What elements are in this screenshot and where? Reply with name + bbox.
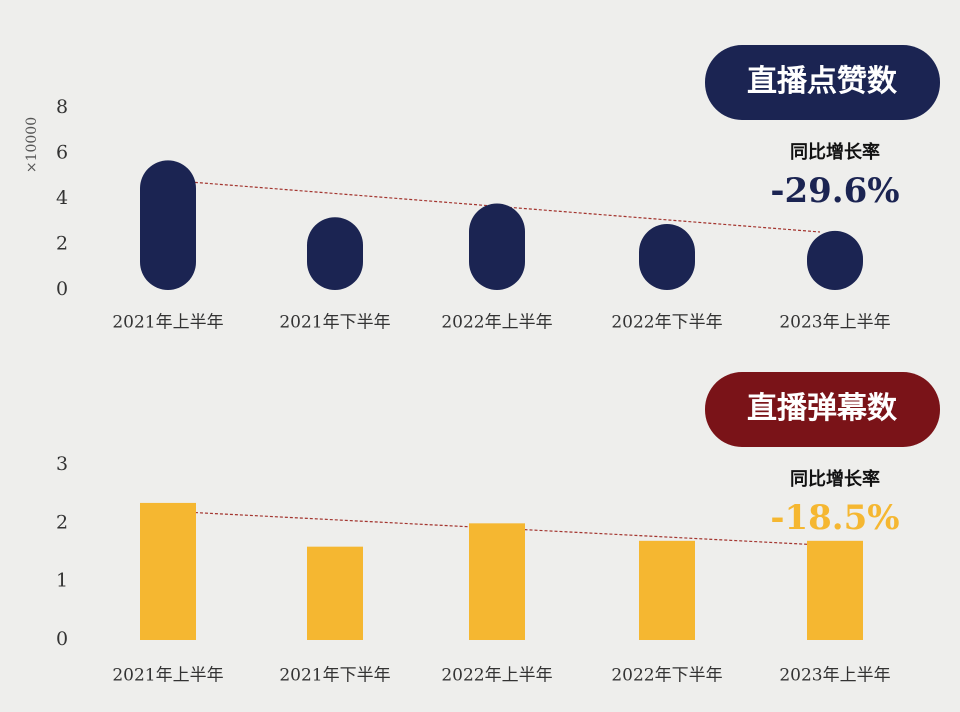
x-tick-label: 2023年上半年: [779, 313, 890, 333]
x-tick-label: 2021年上半年: [112, 666, 223, 686]
bar: [469, 523, 525, 640]
x-tick-label: 2021年下半年: [279, 666, 390, 686]
bar: [140, 502, 196, 640]
bar: [807, 540, 863, 640]
bar: [469, 203, 525, 290]
bar: [140, 160, 196, 290]
y-tick-label: 4: [56, 187, 68, 209]
x-tick-label: 2022年下半年: [611, 666, 722, 686]
x-tick-label: 2023年上半年: [779, 666, 890, 686]
bar: [307, 217, 363, 290]
growth-label: 同比增长率: [790, 468, 880, 490]
y-tick-label: 0: [56, 628, 68, 650]
bar: [639, 540, 695, 640]
growth-value: -18.5%: [770, 498, 899, 538]
y-axis-label: ×10000: [24, 117, 40, 173]
bar: [807, 230, 863, 290]
badge-title: 直播弹幕数: [747, 391, 898, 426]
trend-line: [164, 179, 821, 233]
y-tick-label: 0: [56, 278, 68, 300]
x-tick-label: 2022年上半年: [441, 313, 552, 333]
growth-value: -29.6%: [770, 171, 899, 211]
y-tick-label: 1: [56, 570, 68, 592]
bar: [307, 546, 363, 640]
y-tick-label: 2: [56, 233, 68, 255]
x-tick-label: 2021年下半年: [279, 313, 390, 333]
x-tick-label: 2022年上半年: [441, 666, 552, 686]
y-tick-label: 8: [56, 96, 68, 118]
badge-title: 直播点赞数: [747, 64, 898, 99]
x-tick-label: 2022年下半年: [611, 313, 722, 333]
badge: [705, 372, 940, 447]
bar: [639, 224, 695, 290]
badge: [705, 45, 940, 120]
y-tick-label: 6: [56, 142, 68, 164]
y-tick-label: 3: [56, 453, 68, 475]
y-tick-label: 2: [56, 511, 68, 533]
x-tick-label: 2021年上半年: [112, 313, 223, 333]
growth-label: 同比增长率: [790, 141, 880, 163]
